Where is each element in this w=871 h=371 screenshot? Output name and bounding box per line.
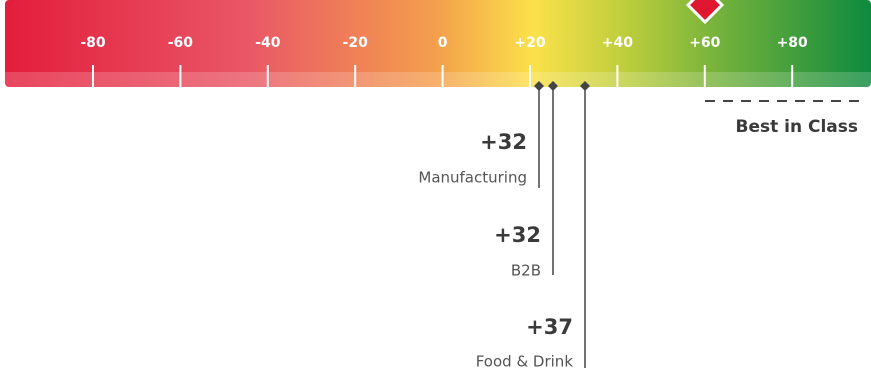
scale-band xyxy=(5,72,871,87)
marker-diamond xyxy=(548,81,558,91)
marker-value: +32 xyxy=(480,130,527,154)
tick-label: +20 xyxy=(514,35,545,51)
tick-label: +80 xyxy=(777,35,808,51)
marker-value: +32 xyxy=(494,223,541,247)
marker-diamond xyxy=(534,81,544,91)
tick-label: +40 xyxy=(602,35,633,51)
tick-label: -80 xyxy=(80,35,106,51)
tick-label: -20 xyxy=(343,35,369,51)
tick-label: -60 xyxy=(168,35,194,51)
tick-label: 0 xyxy=(438,35,448,51)
best-label: Best in Class xyxy=(735,117,858,137)
tick-label: +60 xyxy=(689,35,720,51)
best-marker xyxy=(685,0,725,25)
scale-bar xyxy=(5,0,871,87)
tick-label: -40 xyxy=(255,35,281,51)
marker-value: +37 xyxy=(526,315,573,339)
marker-diamond xyxy=(580,81,590,91)
marker-label: B2B xyxy=(511,262,541,280)
marker-label: Manufacturing xyxy=(418,169,527,187)
marker-label: Food & Drink xyxy=(476,353,574,371)
